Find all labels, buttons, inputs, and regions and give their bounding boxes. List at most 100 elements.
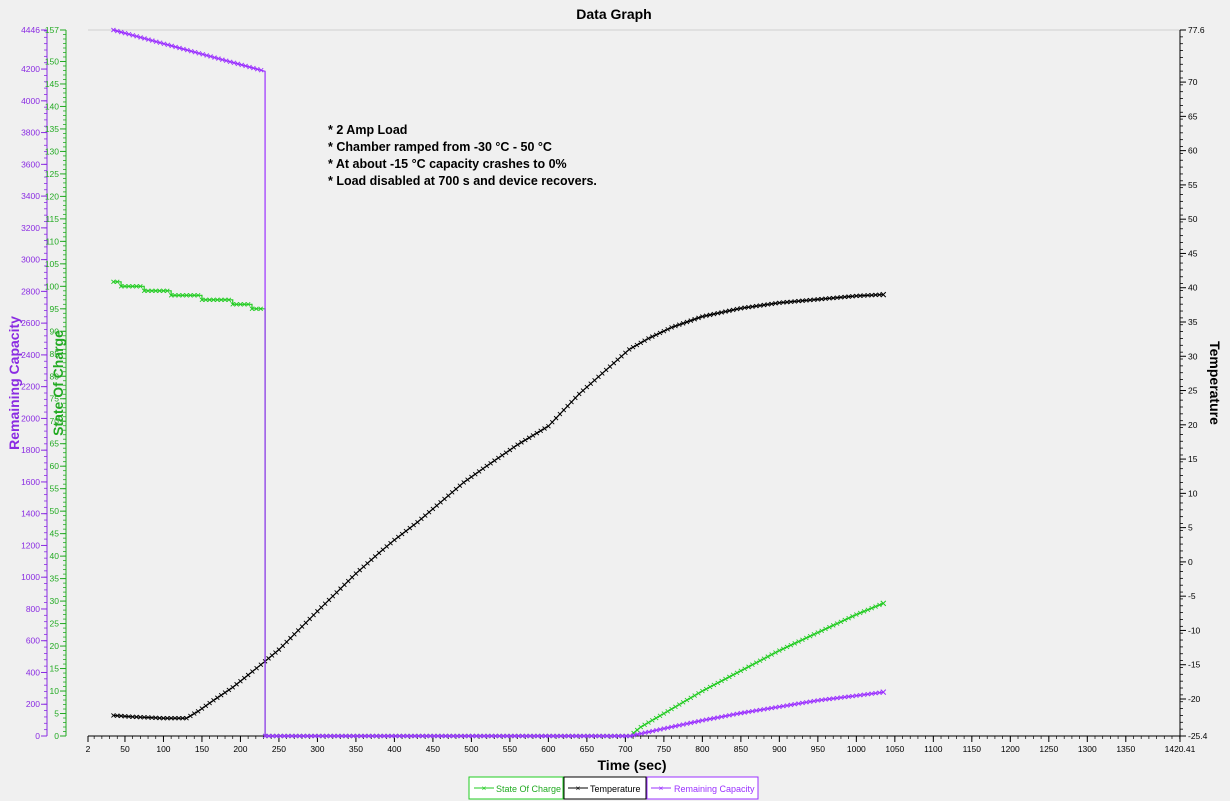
state-of-charge-tick-label: 140: [45, 101, 59, 111]
series-point-temperature: [222, 690, 228, 695]
series-point-state-of-charge: [750, 662, 755, 668]
series-point-remaining-capacity: [208, 54, 213, 59]
remaining-capacity-tick-label: 1200: [21, 540, 40, 550]
series-point-remaining-capacity: [301, 733, 306, 739]
series-point-state-of-charge: [838, 619, 844, 625]
series-point-state-of-charge: [642, 722, 647, 728]
series-point-temperature: [384, 544, 390, 549]
chart-title: Data Graph: [576, 6, 651, 22]
temperature-tick-label: 55: [1188, 180, 1198, 190]
series-point-temperature: [807, 297, 813, 303]
series-point-temperature: [515, 442, 520, 448]
state-of-charge-tick-label: 25: [50, 619, 60, 629]
series-point-remaining-capacity: [188, 48, 194, 54]
series-point-remaining-capacity: [692, 719, 697, 725]
state-of-charge-tick-label: 115: [45, 214, 59, 224]
time-tick-label: 1150: [963, 744, 982, 754]
series-point-remaining-capacity: [531, 733, 537, 739]
series-point-remaining-capacity: [650, 728, 655, 734]
series-point-temperature: [176, 715, 182, 721]
series-point-remaining-capacity: [676, 723, 682, 728]
series-point-temperature: [723, 309, 728, 314]
series-point-temperature: [303, 620, 309, 626]
series-point-temperature: [730, 307, 736, 313]
series-point-temperature: [626, 347, 632, 352]
series-point-temperature: [873, 292, 878, 298]
series-point-temperature: [111, 713, 116, 718]
series-point-temperature: [750, 304, 755, 309]
state-of-charge-tick-label: 75: [50, 394, 60, 404]
series-point-state-of-charge: [765, 654, 771, 659]
remaining-capacity-tick-label: 3800: [21, 128, 40, 138]
series-point-remaining-capacity: [328, 733, 333, 739]
series-point-temperature: [703, 313, 709, 319]
series-point-remaining-capacity: [746, 709, 751, 715]
series-point-temperature: [854, 293, 859, 299]
time-tick-label: 300: [310, 744, 324, 754]
series-point-state-of-charge: [126, 284, 132, 289]
legend-item-state-of-charge[interactable]: × State Of Charge: [468, 776, 564, 800]
series-point-remaining-capacity: [784, 703, 790, 708]
series-point-remaining-capacity: [535, 733, 541, 739]
series-point-temperature: [403, 528, 409, 534]
series-point-temperature: [172, 715, 178, 721]
series-point-state-of-charge: [723, 676, 728, 682]
time-tick-label: 2: [86, 744, 91, 754]
series-point-temperature: [800, 298, 805, 304]
legend: × State Of Charge × Temperature × Remain…: [468, 776, 759, 800]
series-point-state-of-charge: [234, 301, 239, 307]
series-point-remaining-capacity: [880, 689, 887, 696]
series-point-remaining-capacity: [316, 733, 322, 739]
series-point-temperature: [530, 433, 536, 438]
series-point-remaining-capacity: [646, 729, 652, 735]
series-point-state-of-charge: [865, 607, 871, 613]
series-point-state-of-charge: [195, 292, 201, 298]
series-point-state-of-charge: [834, 621, 840, 626]
series-point-temperature: [634, 342, 640, 348]
series-point-remaining-capacity: [223, 58, 229, 64]
series-point-temperature: [738, 305, 744, 311]
state-of-charge-tick-label: 100: [45, 281, 59, 291]
series-point-state-of-charge: [650, 717, 655, 723]
series-point-temperature: [469, 474, 474, 480]
series-point-remaining-capacity: [616, 733, 621, 739]
remaining-capacity-tick-label: 2400: [21, 350, 40, 360]
state-of-charge-tick-label: 70: [50, 416, 60, 426]
series-point-state-of-charge: [111, 279, 116, 285]
series-point-temperature: [492, 458, 497, 463]
series-point-remaining-capacity: [126, 31, 132, 37]
series-point-temperature: [630, 344, 636, 350]
time-tick-label: 950: [811, 744, 825, 754]
temperature-axis-title: Temperature: [1207, 341, 1223, 425]
series-point-temperature: [380, 547, 386, 553]
series-point-state-of-charge: [873, 604, 878, 609]
series-point-temperature: [565, 403, 570, 409]
series-point-remaining-capacity: [347, 733, 352, 739]
series-point-remaining-capacity: [274, 733, 279, 739]
series-point-temperature: [330, 593, 336, 599]
series-point-remaining-capacity: [393, 733, 398, 739]
series-point-remaining-capacity: [266, 733, 272, 739]
series-point-remaining-capacity: [520, 733, 525, 739]
series-point-remaining-capacity: [374, 733, 379, 739]
series-point-remaining-capacity: [527, 733, 533, 739]
series-point-state-of-charge: [138, 284, 143, 289]
series-point-state-of-charge: [130, 284, 135, 289]
series-point-temperature: [803, 298, 809, 303]
legend-item-remaining-capacity[interactable]: × Remaining Capacity: [646, 776, 759, 800]
series-point-state-of-charge: [726, 674, 732, 680]
legend-item-temperature[interactable]: × Temperature: [563, 776, 647, 800]
series-point-state-of-charge: [191, 292, 197, 298]
series-point-temperature: [746, 304, 751, 310]
series-point-remaining-capacity: [543, 733, 548, 739]
series-point-remaining-capacity: [308, 733, 314, 739]
series-point-remaining-capacity: [358, 733, 364, 739]
series-point-remaining-capacity: [447, 733, 452, 739]
time-tick-label: 1200: [1001, 744, 1020, 754]
series-point-state-of-charge: [854, 612, 859, 617]
series-point-remaining-capacity: [111, 27, 116, 33]
series-point-remaining-capacity: [389, 733, 395, 739]
series-point-remaining-capacity: [750, 708, 755, 714]
remaining-capacity-tick-label: 2000: [21, 413, 40, 423]
